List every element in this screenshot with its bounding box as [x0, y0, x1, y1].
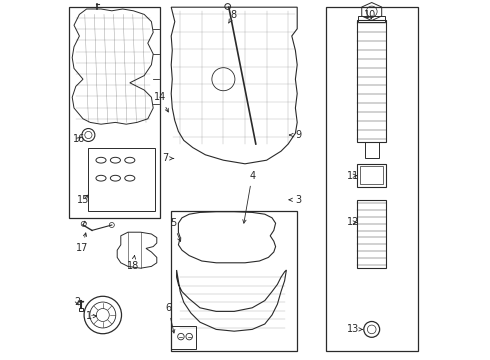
Text: 11: 11 — [347, 171, 359, 181]
Text: 6: 6 — [165, 303, 175, 333]
Text: 7: 7 — [162, 153, 174, 163]
Text: 4: 4 — [243, 171, 255, 223]
Text: 15: 15 — [77, 195, 89, 205]
Bar — [358, 16, 385, 22]
Bar — [365, 142, 379, 158]
Bar — [357, 164, 387, 187]
Bar — [357, 200, 387, 268]
Text: 9: 9 — [290, 130, 301, 140]
Bar — [326, 7, 418, 351]
Text: 2: 2 — [74, 297, 80, 307]
Text: 8: 8 — [229, 10, 237, 23]
Bar — [88, 148, 155, 211]
Bar — [69, 7, 160, 218]
Text: 5: 5 — [170, 218, 181, 241]
Text: 10: 10 — [364, 10, 376, 20]
Text: 3: 3 — [289, 195, 301, 205]
Text: 16: 16 — [73, 134, 85, 144]
Text: 18: 18 — [126, 256, 139, 271]
Text: 12: 12 — [347, 217, 359, 228]
Text: 14: 14 — [154, 92, 169, 112]
Bar — [360, 166, 383, 184]
Bar — [79, 308, 83, 311]
Bar — [357, 20, 387, 142]
Text: 13: 13 — [347, 324, 362, 334]
Bar — [171, 211, 297, 351]
Text: 1: 1 — [86, 311, 97, 321]
Bar — [171, 326, 196, 349]
Text: 17: 17 — [76, 233, 89, 253]
